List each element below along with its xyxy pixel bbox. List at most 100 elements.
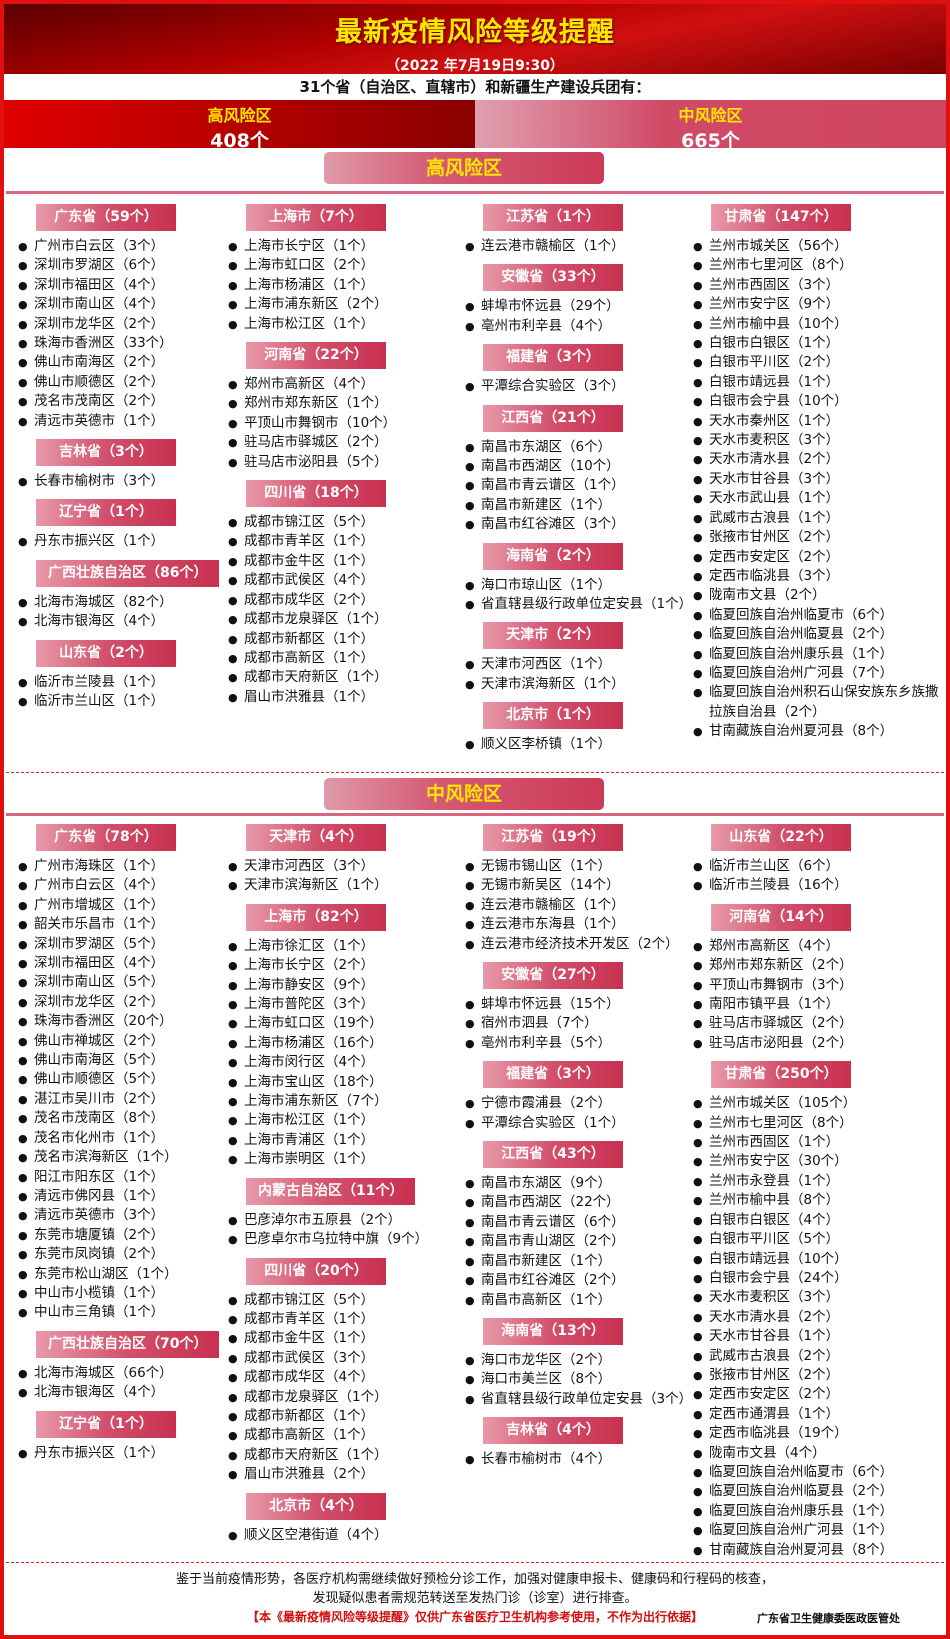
risk-area-item: 广州市白云区（4个）	[18, 876, 233, 896]
risk-area-item: 珠海市香洲区（20个）	[18, 1012, 233, 1032]
risk-area-item: 白银市白银区（4个）	[693, 1211, 943, 1231]
risk-area-item: 定西市通渭县（1个）	[693, 1405, 943, 1425]
risk-area-item: 东莞市凤岗镇（2个）	[18, 1245, 233, 1265]
province-group: 内蒙古自治区（11个） 巴彦淖尔市五原县（2个）巴彦卓尔市乌拉特中旗（9个）	[228, 1172, 466, 1250]
risk-area-item: 白银市平川区（2个）	[693, 353, 943, 373]
risk-area-item: 临夏回族自治州临夏市（6个）	[693, 606, 943, 626]
province-header: 广西壮族自治区（70个）	[36, 1330, 220, 1358]
province-group: 河南省（14个） 郑州市高新区（4个）郑州市郑东新区（2个）平顶山市舞钢市（3个）…	[693, 898, 943, 1054]
risk-area-item: 临夏回族自治州广河县（7个）	[693, 664, 943, 684]
risk-area-item: 天水市麦积区（3个）	[693, 431, 943, 451]
risk-area-item: 成都市天府新区（1个）	[228, 668, 466, 688]
province-header: 福建省（3个）	[483, 344, 623, 372]
risk-area-item: 上海市徐汇区（1个）	[228, 937, 466, 957]
risk-area-item: 深圳市南山区（5个）	[18, 973, 233, 993]
risk-area-item: 清远市英德市（3个）	[18, 1206, 233, 1226]
risk-area-item: 天津市河西区（1个）	[465, 655, 690, 675]
risk-area-item: 白银市白银区（1个）	[693, 334, 943, 354]
risk-area-item: 天水市秦州区（1个）	[693, 412, 943, 432]
province-header: 河南省（14个）	[711, 903, 851, 931]
risk-area-item: 连云港市经济技术开发区（2个）	[465, 935, 690, 955]
risk-area-item: 眉山市洪雅县（2个）	[228, 1465, 466, 1485]
risk-area-item: 临夏回族自治州临夏市（6个）	[693, 1463, 943, 1483]
risk-area-item: 上海市松江区（1个）	[228, 315, 466, 335]
column: 上海市（7个）上海市长宁区（1个）上海市虹口区（2个）上海市杨浦区（1个）上海市…	[228, 198, 466, 709]
divider	[6, 191, 944, 194]
risk-area-item: 兰州市永登县（1个）	[693, 1172, 943, 1192]
province-group: 广东省（59个）广州市白云区（3个）深圳市罗湖区（6个）深圳市福田区（4个）深圳…	[18, 198, 233, 431]
province-header: 广东省（78个）	[36, 824, 176, 851]
risk-area-item: 成都市龙泉驿区（1个）	[228, 610, 466, 630]
mid-risk-section-title: 中风险区	[324, 778, 604, 810]
risk-area-item: 蚌埠市怀远县（29个）	[465, 297, 690, 317]
risk-area-item: 顺义区空港街道（4个）	[228, 1526, 466, 1546]
risk-area-item: 临夏回族自治州临夏县（2个）	[693, 1482, 943, 1502]
risk-area-item: 连云港市赣榆区（1个）	[465, 237, 690, 257]
risk-area-item: 天津市河西区（3个）	[228, 857, 466, 877]
risk-area-item: 陇南市文县（4个）	[693, 1444, 943, 1464]
high-risk-summary: 高风险区 408个	[4, 100, 475, 152]
province-header: 四川省（18个）	[246, 480, 386, 508]
risk-area-item: 南昌市新建区（1个）	[465, 496, 690, 516]
risk-area-item: 省直辖县级行政单位定安县（3个）	[465, 1390, 692, 1410]
update-time: （2022 年7月19日9:30）	[386, 58, 564, 74]
risk-area-item: 南昌市西湖区（22个）	[465, 1193, 690, 1213]
risk-area-item: 驻马店市泌阳县（5个）	[228, 453, 466, 473]
risk-area-item: 茂名市茂南区（2个）	[18, 392, 233, 412]
risk-area-item: 南昌市红谷滩区（3个）	[465, 515, 690, 535]
province-group: 江西省（43个） 南昌市东湖区（9个）南昌市西湖区（22个）南昌市青云谱区（6个）…	[465, 1135, 690, 1310]
risk-area-item: 兰州市榆中县（8个）	[693, 1191, 943, 1211]
page-title: 最新疫情风险等级提醒	[335, 17, 615, 48]
risk-area-item: 丹东市振兴区（1个）	[18, 532, 233, 552]
column: 甘肃省（147个） 兰州市城关区（56个）兰州市七里河区（8个）兰州市西固区（3个…	[693, 198, 943, 744]
risk-area-item: 临夏回族自治州康乐县（1个）	[693, 645, 943, 665]
risk-area-item: 成都市青羊区（1个）	[228, 1310, 466, 1330]
risk-area-item: 上海市静安区（9个）	[228, 976, 466, 996]
risk-area-item: 临夏回族自治州积石山保安族东乡族撒拉族自治县（2个）	[693, 683, 943, 722]
province-group: 天津市（2个） 天津市河西区（1个）天津市滨海新区（1个）	[465, 616, 690, 695]
risk-area-item: 茂名市化州市（1个）	[18, 1129, 233, 1149]
risk-area-item: 天水市清水县（2个）	[693, 450, 943, 470]
risk-area-item: 无锡市锡山区（1个）	[465, 857, 690, 877]
risk-area-item: 天津市滨海新区（1个）	[228, 876, 466, 896]
province-group: 北京市（1个） 顺义区李桥镇（1个）	[465, 696, 690, 755]
risk-area-item: 驻马店市驿城区（2个）	[693, 1014, 943, 1034]
risk-area-item: 南阳市镇平县（1个）	[693, 995, 943, 1015]
province-header: 甘肃省（147个）	[711, 204, 851, 231]
risk-area-item: 成都市高新区（1个）	[228, 649, 466, 669]
risk-area-item: 东莞市松山湖区（1个）	[18, 1265, 233, 1285]
risk-area-item: 成都市天府新区（1个）	[228, 1446, 466, 1466]
risk-area-item: 白银市会宁县（10个）	[693, 392, 943, 412]
risk-area-item: 茂名市茂南区（8个）	[18, 1109, 233, 1129]
province-header: 江西省（43个）	[483, 1141, 623, 1169]
province-group: 海南省（13个） 海口市龙华区（2个）海口市美兰区（8个）省直辖县级行政单位定安县…	[465, 1312, 692, 1410]
risk-area-item: 兰州市西固区（3个）	[693, 276, 943, 296]
risk-area-item: 韶关市乐昌市（1个）	[18, 915, 233, 935]
risk-area-item: 长春市榆树市（4个）	[465, 1450, 690, 1470]
risk-area-item: 阳江市阳东区（1个）	[18, 1168, 233, 1188]
risk-area-item: 张掖市甘州区（2个）	[693, 528, 943, 548]
risk-area-item: 临沂市兰山区（1个）	[18, 692, 233, 712]
risk-area-item: 张掖市甘州区（2个）	[693, 1366, 943, 1386]
province-header: 北京市（1个）	[483, 702, 623, 730]
high-risk-label: 高风险区	[207, 106, 272, 125]
risk-area-item: 成都市高新区（1个）	[228, 1426, 466, 1446]
province-group: 福建省（3个） 平潭综合实验区（3个）	[465, 338, 690, 397]
province-group: 安徽省（27个） 蚌埠市怀远县（15个）宿州市泗县（7个）亳州市利辛县（5个）	[465, 956, 690, 1054]
risk-area-item: 甘南藏族自治州夏河县（8个）	[693, 722, 943, 742]
risk-area-item: 清远市英德市（1个）	[18, 412, 233, 432]
risk-area-item: 郑州市高新区（4个）	[228, 375, 466, 395]
risk-area-item: 天水市武山县（1个）	[693, 489, 943, 509]
risk-area-item: 甘南藏族自治州夏河县（8个）	[693, 1541, 943, 1561]
risk-area-item: 兰州市西固区（1个）	[693, 1133, 943, 1153]
province-group: 广东省（78个） 广州市海珠区（1个）广州市白云区（4个）广州市增城区（1个）韶关…	[18, 818, 233, 1323]
province-header: 天津市（2个）	[483, 622, 623, 650]
risk-area-item: 珠海市香洲区（33个）	[18, 334, 233, 354]
risk-area-item: 上海市宝山区（18个）	[228, 1073, 466, 1093]
risk-area-item: 北海市银海区（4个）	[18, 1383, 233, 1403]
risk-area-item: 平潭综合实验区（3个）	[465, 377, 690, 397]
risk-area-item: 成都市锦江区（5个）	[228, 1291, 466, 1311]
risk-area-item: 南昌市青云谱区（1个）	[465, 476, 690, 496]
risk-area-item: 深圳市福田区（4个）	[18, 276, 233, 296]
risk-area-item: 湛江市吴川市（2个）	[18, 1090, 233, 1110]
